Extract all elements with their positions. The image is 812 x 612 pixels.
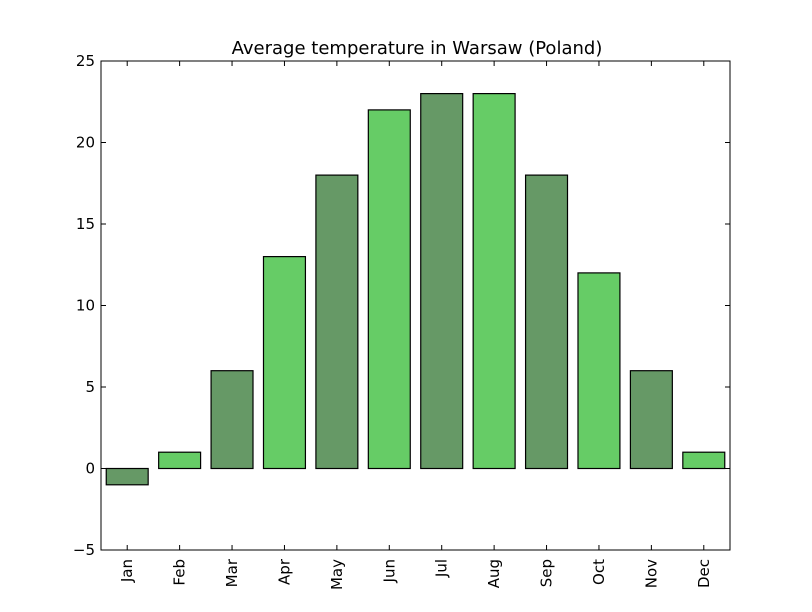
y-tick-labels: −5 0 5 10 15 20 25 [73, 52, 95, 559]
y-tick-label: 25 [76, 52, 95, 70]
x-tick-label: Sep [538, 559, 556, 587]
y-tick-label: 15 [76, 215, 95, 233]
x-tick-label: Jul [433, 559, 451, 578]
x-tick-label: Apr [275, 558, 293, 585]
y-tick-label: 0 [85, 460, 95, 478]
y-tick-label: 20 [76, 134, 95, 152]
x-tick-label: Nov [642, 559, 660, 588]
y-tick-label: −5 [73, 541, 95, 559]
bar-sep [524, 174, 569, 470]
bar-may [315, 174, 359, 470]
bar-jul [420, 92, 464, 470]
x-tick-label: Feb [171, 559, 189, 586]
x-tick-label: Mar [223, 558, 241, 587]
chart-title: Average temperature in Warsaw (Poland) [232, 38, 603, 59]
x-tick-label: Jun [380, 559, 398, 583]
bar-aug [472, 92, 516, 470]
plot-frame [100, 60, 731, 551]
bar-jan [105, 467, 149, 486]
x-tick-label: Oct [590, 559, 608, 585]
bar-nov [629, 370, 673, 470]
bar-dec [682, 451, 726, 470]
x-tick-label: Jan [118, 559, 136, 583]
bar-apr [262, 256, 307, 470]
y-tick-label: 5 [85, 378, 95, 396]
x-tick-label: Dec [695, 559, 713, 588]
y-tick-label: 10 [76, 297, 95, 315]
x-tick-label: Aug [485, 559, 503, 588]
x-tick-label: May [328, 559, 346, 590]
bar-jun [367, 109, 411, 470]
bar-mar [210, 370, 254, 470]
x-tick-labels: Jan Feb Mar Apr May Jun Jul Aug Sep Oct Nov Dec [118, 558, 713, 590]
bar-oct [577, 272, 621, 470]
bars-group [105, 92, 726, 486]
bar-feb [158, 451, 202, 470]
